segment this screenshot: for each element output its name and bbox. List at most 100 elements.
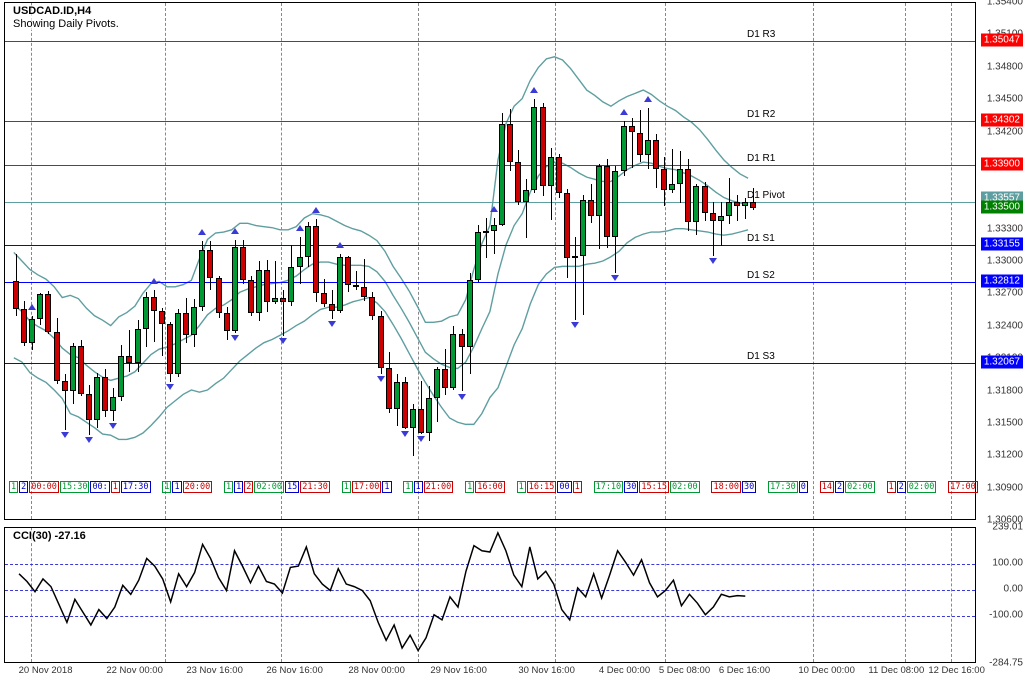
session-line (951, 3, 952, 519)
pivot-line (5, 41, 975, 42)
session-line (813, 528, 814, 662)
pivot-label: D1 R3 (747, 29, 775, 40)
ytick: 1.32400 (987, 320, 1023, 331)
fractal-down-icon (85, 437, 93, 443)
xtick: 30 Nov 16:00 (518, 665, 575, 676)
time-box: 02:00 (670, 481, 700, 493)
xtick: 11 Dec 08:00 (868, 665, 924, 676)
price-tag: 1.33900 (981, 157, 1023, 170)
time-box: 0 (799, 481, 808, 493)
time-box: 1 (887, 481, 896, 493)
fractal-up-icon (620, 109, 628, 115)
fractal-down-icon (328, 321, 336, 327)
session-line (905, 528, 906, 662)
fractal-up-icon (28, 304, 36, 310)
fractal-down-icon (417, 436, 425, 442)
time-box: 30 (624, 481, 638, 493)
fractal-up-icon (296, 225, 304, 231)
time-box: 15 (285, 481, 299, 493)
xtick: 6 Dec 16:00 (719, 665, 770, 676)
ytick: 1.31200 (987, 450, 1023, 461)
time-box: 2 (835, 481, 844, 493)
bb-upper (14, 57, 748, 326)
time-box: 15:30 (60, 481, 90, 493)
session-line (165, 3, 166, 519)
cci-panel[interactable]: CCI(30) -27.16 (4, 527, 976, 663)
cci-level (5, 616, 975, 617)
cci-ytick: 0.00 (1004, 584, 1023, 595)
session-line (165, 528, 166, 662)
time-box: 2 (244, 481, 253, 493)
fractal-down-icon (377, 376, 385, 382)
time-box: 1 (403, 481, 412, 493)
pivot-label: D1 S1 (747, 233, 775, 244)
time-box: 1 (517, 481, 526, 493)
time-box: 1 (465, 481, 474, 493)
fractal-up-icon (336, 242, 344, 248)
subtitle: Showing Daily Pivots. (11, 18, 121, 30)
ytick: 1.34800 (987, 61, 1023, 72)
fractal-down-icon (458, 394, 466, 400)
time-box: 21:00 (424, 481, 454, 493)
pivot-label: D1 S2 (747, 270, 775, 281)
time-box: 1 (234, 481, 243, 493)
time-box: 17:10 (594, 481, 624, 493)
xtick: 5 Dec 08:00 (659, 665, 710, 676)
cci-ytick: -100.00 (989, 610, 1023, 621)
pivot-label: D1 S3 (747, 351, 775, 362)
time-box: 00: (90, 481, 109, 493)
price-tag: 1.35047 (981, 34, 1023, 47)
ytick: 1.34500 (987, 94, 1023, 105)
pivot-line (5, 202, 975, 203)
ytick: 1.35400 (987, 0, 1023, 8)
price-tag: 1.32812 (981, 275, 1023, 288)
instrument-title: USDCAD.ID,H4 (11, 5, 93, 17)
ytick: 1.33300 (987, 223, 1023, 234)
time-box: 00:00 (29, 481, 59, 493)
cci-ytick: -284.75 (989, 658, 1023, 669)
chart-root: USDCAD.ID,H4 Showing Daily Pivots. 1200:… (0, 0, 1024, 683)
session-line (31, 3, 32, 519)
session-line (555, 528, 556, 662)
time-box: 1 (573, 481, 582, 493)
fractal-up-icon (150, 278, 158, 284)
cci-level (5, 564, 975, 565)
time-box: 17:00 (948, 481, 978, 493)
time-box: 1 (9, 481, 18, 493)
ytick: 1.31800 (987, 385, 1023, 396)
time-box: 02:00 (254, 481, 284, 493)
fractal-down-icon (709, 258, 717, 264)
time-box: 18:00 (711, 481, 741, 493)
fractal-down-icon (166, 384, 174, 390)
cci-overlay (5, 528, 975, 662)
xtick: 12 Dec 16:00 (928, 665, 985, 676)
x-axis: 20 Nov 201822 Nov 00:0023 Nov 16:0026 No… (4, 665, 976, 681)
fractal-up-icon (490, 206, 498, 212)
pivot-line (5, 121, 975, 122)
session-line (418, 528, 419, 662)
time-box: 14 (820, 481, 834, 493)
y-axis-cci: 239.01100.000.00-100.00-284.75 (977, 527, 1023, 663)
price-tag: 1.34302 (981, 114, 1023, 127)
xtick: 10 Dec 00:00 (798, 665, 855, 676)
ytick: 1.34200 (987, 126, 1023, 137)
fractal-down-icon (61, 432, 69, 438)
cci-ytick: 100.00 (992, 558, 1023, 569)
ytick: 1.32700 (987, 288, 1023, 299)
time-box: 1 (162, 481, 171, 493)
fractal-down-icon (611, 275, 619, 281)
price-tag: 1.32067 (981, 355, 1023, 368)
cci-level (5, 590, 975, 591)
y-axis-price: 1.354001.351001.348001.345001.342001.339… (977, 2, 1023, 520)
time-box: 20:00 (183, 481, 213, 493)
time-strip: 1200:0015:3000:117:30 1120:00 11202:0015… (9, 481, 981, 499)
time-box: 1 (172, 481, 181, 493)
time-box: 30 (742, 481, 756, 493)
price-panel[interactable]: USDCAD.ID,H4 Showing Daily Pivots. 1200:… (4, 2, 976, 520)
time-box: 21:30 (300, 481, 330, 493)
fractal-down-icon (279, 338, 287, 344)
time-box: 17:30 (121, 481, 151, 493)
xtick: 29 Nov 16:00 (430, 665, 487, 676)
fractal-up-icon (231, 228, 239, 234)
time-box: 1 (342, 481, 351, 493)
